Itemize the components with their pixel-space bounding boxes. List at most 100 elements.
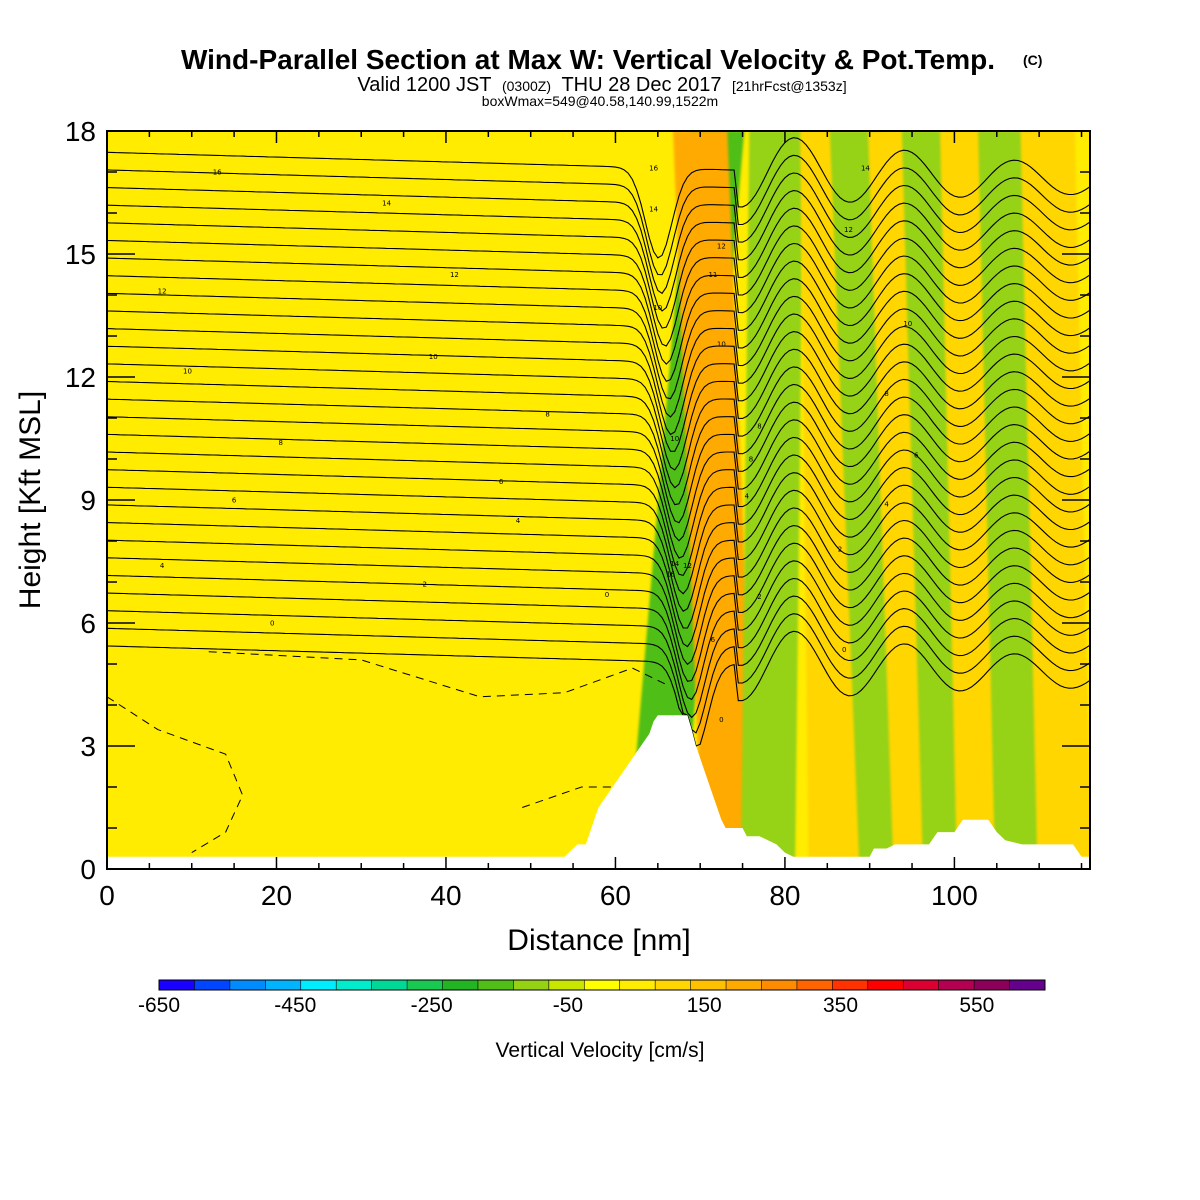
theta-contour-negative (208, 651, 667, 698)
colorbar-swatch (903, 980, 940, 990)
colorbar-ticks: -650 -450 -250 -50 150 350 550 (138, 994, 994, 1017)
y-tick-label: 3 (80, 731, 96, 762)
y-axis-label: Height [Kft MSL] (14, 391, 47, 609)
colorbar-swatch (867, 980, 904, 990)
colorbar-swatch (761, 980, 798, 990)
contour-label: 0 (842, 646, 846, 654)
theta-contour (107, 560, 1090, 682)
colorbar-tick-label: -50 (553, 994, 583, 1017)
theta-contour (107, 577, 1090, 701)
colorbar-swatch (619, 980, 656, 990)
contour-label: 14 (649, 205, 658, 213)
theta-contour (107, 278, 1090, 400)
theta-contour (107, 242, 1090, 365)
theta-contour (107, 489, 1090, 612)
chart-title: Wind-Parallel Section at Max W: Vertical… (181, 44, 995, 75)
theta-contour (107, 436, 1090, 559)
colorbar-swatch (584, 980, 621, 990)
x-axis: 0 20 40 60 80 100 (99, 131, 1083, 911)
contour-label: 2 (838, 546, 842, 554)
contour-label: 14 (670, 560, 679, 568)
copyright-mark: (C) (1023, 52, 1042, 68)
contour-label: 8 (278, 439, 282, 447)
w-band-2 (740, 131, 804, 869)
theta-contour (107, 472, 1090, 595)
theta-contour (107, 295, 1090, 418)
theta-contour (107, 190, 1090, 312)
contour-label: 12 (683, 562, 692, 570)
contour-label: 11 (708, 271, 717, 279)
colorbar-swatch (371, 980, 408, 990)
x-tick-label: 0 (99, 880, 115, 911)
theta-contours (107, 137, 1090, 854)
colorbar-tick-label: -250 (411, 994, 453, 1017)
colorbar-swatch (194, 980, 231, 990)
contour-label: 4 (160, 562, 165, 570)
theta-contour (107, 507, 1090, 629)
subtitle-forecast: [21hrFcst@1353z] (732, 78, 847, 94)
contour-label: 8 (757, 423, 761, 431)
contour-label: 16 (649, 164, 658, 172)
colorbar-label: Vertical Velocity [cm/s] (496, 1039, 705, 1062)
contour-label: 10 (903, 320, 912, 328)
contour-label: 10 (653, 304, 662, 312)
theta-contour (107, 613, 1090, 734)
colorbar-swatch (548, 980, 585, 990)
theta-contour (107, 331, 1090, 452)
theta-contour (107, 454, 1090, 577)
colorbar-swatch (477, 980, 514, 990)
contour-label: 0 (270, 620, 274, 628)
contour-label: 10 (670, 435, 679, 443)
colorbar-tick-label: -450 (274, 994, 316, 1017)
theta-contour (107, 595, 1090, 719)
colorbar-swatch (726, 980, 762, 990)
y-axis: 0 3 6 9 12 15 18 (65, 116, 1090, 885)
contour-label: 6 (232, 497, 237, 505)
theta-contour (107, 172, 1090, 295)
colorbar-swatch (796, 980, 833, 990)
x-tick-label: 80 (769, 880, 800, 911)
theta-contour (107, 366, 1090, 489)
y-tick-label: 0 (80, 854, 96, 885)
y-tick-label: 18 (65, 116, 96, 147)
contour-label: 6 (711, 636, 716, 644)
w-band-2-level-3 (740, 131, 804, 869)
subtitle-date: THU 28 Dec 2017 (561, 74, 721, 96)
colorbar-swatch (1009, 980, 1046, 990)
theta-contour (107, 525, 1090, 648)
theta-contour (107, 313, 1090, 436)
contour-label: 4 (516, 517, 521, 525)
subtitle-utc: (0300Z) (502, 78, 551, 94)
contour-label: 10 (717, 341, 726, 349)
colorbar-swatch (300, 980, 337, 990)
contour-label: 2 (423, 581, 427, 589)
contour-label: 16 (213, 169, 222, 177)
colorbar-swatch (974, 980, 1011, 990)
y-tick-label: 12 (65, 362, 96, 393)
colorbar-frame (158, 979, 1046, 991)
contour-label: 12 (844, 226, 853, 234)
colorbar-swatch (442, 980, 479, 990)
colorbar-tick-label: 550 (959, 994, 994, 1017)
theta-contour (107, 542, 1090, 666)
colorbar-swatch (690, 980, 727, 990)
contour-label: 16 (666, 570, 675, 578)
theta-contour (107, 225, 1090, 347)
theta-contour (107, 154, 1090, 276)
contour-label: 14 (382, 199, 391, 207)
terrain (107, 715, 1090, 869)
w-band-9-level-3 (1020, 131, 1090, 869)
colorbar-tick-label: 150 (687, 994, 722, 1017)
w-band-9 (1020, 131, 1090, 869)
y-tick-label: 9 (80, 485, 96, 516)
colorbar-tick-label: -650 (138, 994, 180, 1017)
y-tick-label: 6 (80, 608, 96, 639)
plot-area: 16 14 12 12 10 10 8 8 6 6 4 4 2 0 0 16 14 12 11 10 10 10 16 14 1… (107, 131, 1090, 869)
colorbar-swatch (336, 980, 373, 990)
contour-label: 6 (499, 478, 504, 486)
colorbar (158, 979, 1046, 991)
contour-label: 4 (745, 492, 750, 500)
x-tick-label: 40 (430, 880, 461, 911)
contour-label: 10 (183, 367, 192, 375)
